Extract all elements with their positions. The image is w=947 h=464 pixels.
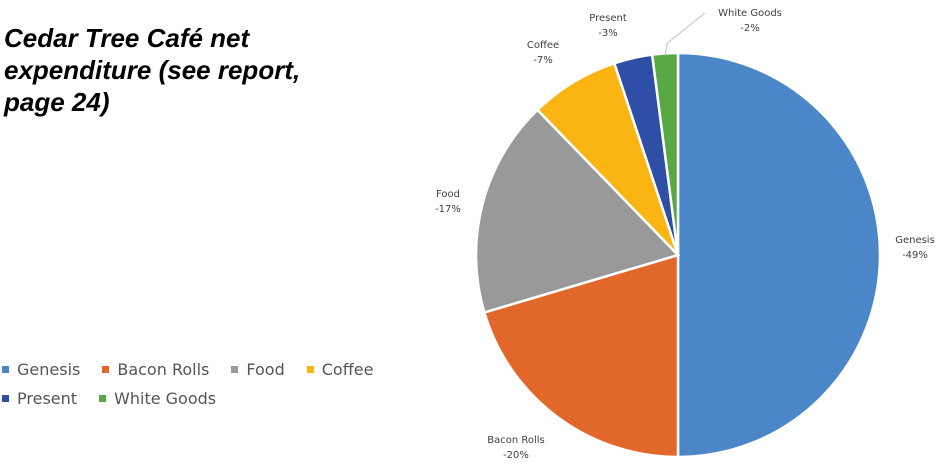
legend-item-food: Food <box>231 360 285 379</box>
pie-slice-food <box>474 108 681 315</box>
slice-label-genesis: Genesis -49% <box>895 235 935 261</box>
legend-item-white-goods: White Goods <box>99 389 216 408</box>
legend-label: Genesis <box>17 360 81 379</box>
legend-label: Coffee <box>321 360 374 379</box>
legend-swatch <box>2 366 9 373</box>
chart-title: Cedar Tree Café net expenditure (see rep… <box>4 23 301 117</box>
slice-label-present: Present -3% <box>589 13 627 39</box>
legend-swatch <box>306 366 314 373</box>
slice-label-coffee: Coffee -7% <box>527 40 559 66</box>
legend-label: Present <box>17 389 78 408</box>
legend-swatch <box>2 395 9 402</box>
chart-legend: Genesis Bacon Rolls Food Coffee Present White… <box>2 360 402 408</box>
legend-label: Food <box>246 360 285 379</box>
slice-label-bacon-rolls: Bacon Rolls -20% <box>487 435 545 461</box>
legend-label: Bacon Rolls <box>117 360 210 379</box>
pie-slices <box>474 51 882 459</box>
pie-slice-bacon-rolls <box>482 253 680 459</box>
legend-item-bacon-rolls: Bacon Rolls <box>102 360 209 379</box>
legend-swatch <box>231 366 239 373</box>
legend-item-coffee: Coffee <box>306 360 374 379</box>
legend-item-genesis: Genesis <box>2 360 80 379</box>
legend-swatch <box>99 395 107 402</box>
legend-item-present: Present <box>2 389 77 408</box>
slice-label-food: Food -17% <box>435 189 461 215</box>
slice-labels: Genesis -49% Bacon Rolls -20% Food -17% Coffee… <box>435 8 935 461</box>
leader-line <box>664 12 706 56</box>
pie-slice-genesis <box>676 51 882 459</box>
slice-label-white-goods: White Goods -2% <box>718 8 782 34</box>
legend-swatch <box>102 366 110 373</box>
legend-label: White Goods <box>114 389 217 408</box>
